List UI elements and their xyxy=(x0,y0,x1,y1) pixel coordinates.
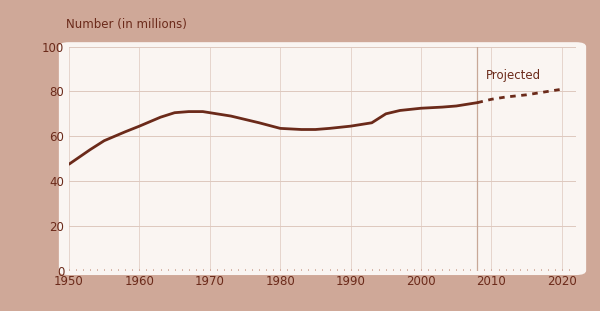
FancyBboxPatch shape xyxy=(59,42,586,275)
Text: Projected: Projected xyxy=(486,69,541,82)
Text: Number (in millions): Number (in millions) xyxy=(66,18,187,31)
